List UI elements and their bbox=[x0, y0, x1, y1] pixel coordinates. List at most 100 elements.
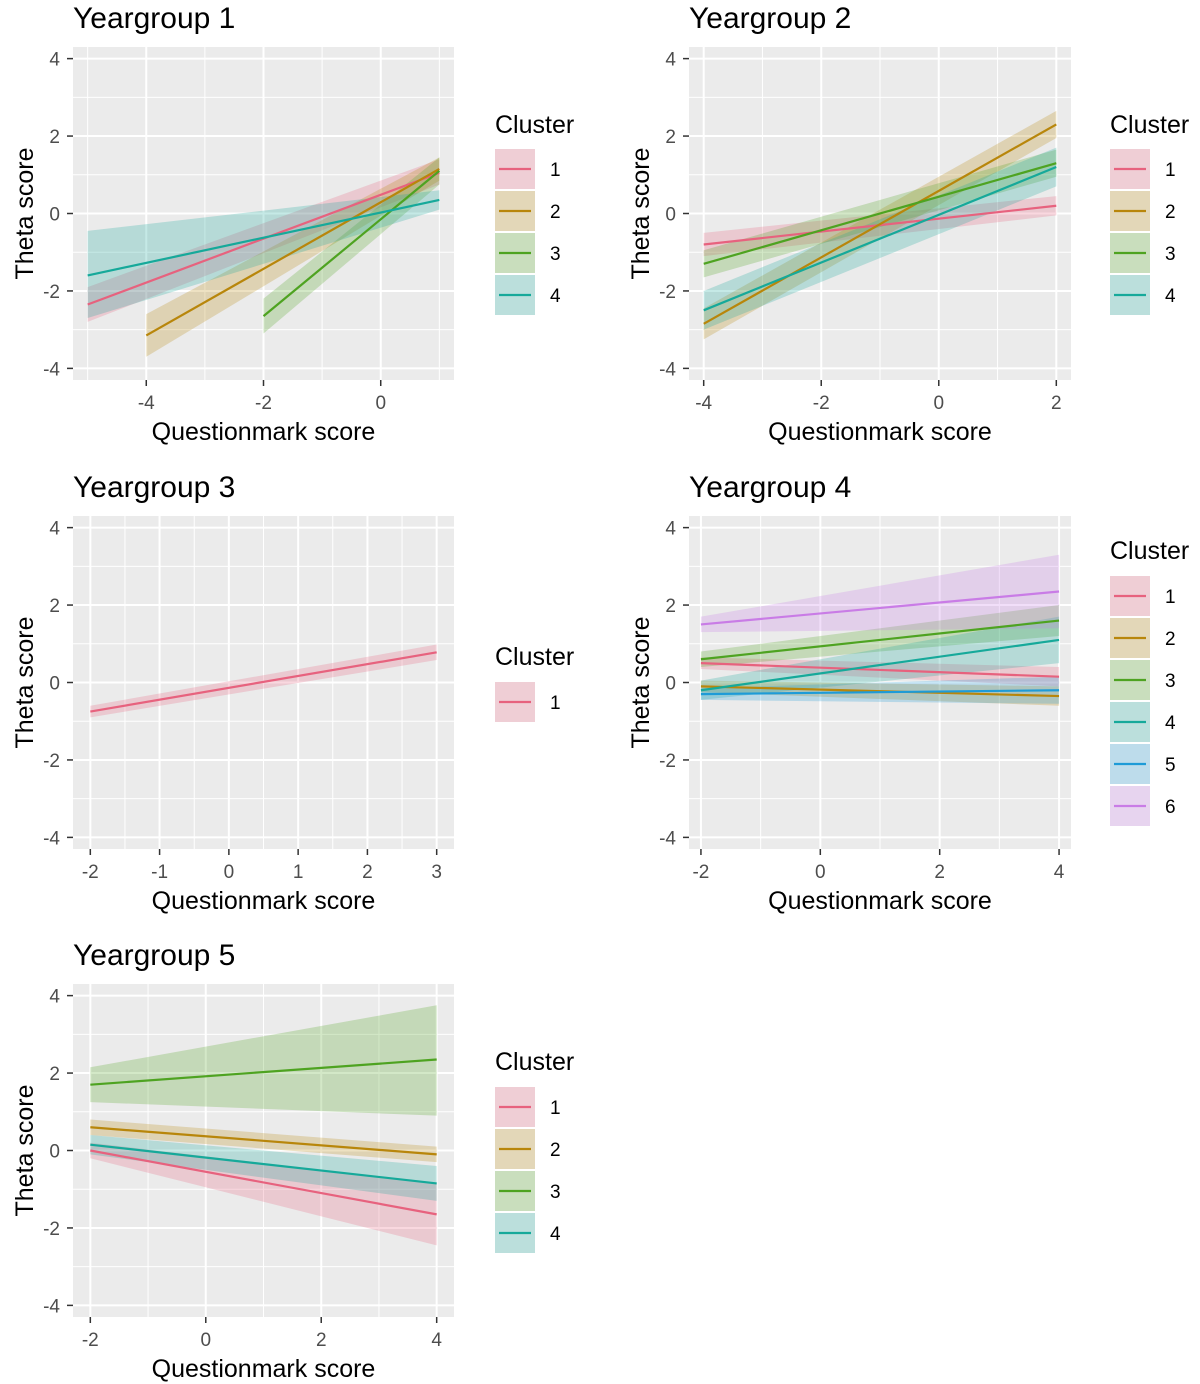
line-cluster-1 bbox=[90, 1149, 437, 1216]
legend-label-cluster-1: 1 bbox=[1165, 160, 1176, 181]
x-tick-label: 1 bbox=[293, 862, 304, 883]
legend: Cluster 1 2 3 4 bbox=[495, 1048, 574, 1253]
line-cluster-2 bbox=[90, 1126, 437, 1156]
y-axis-title: Theta score bbox=[11, 616, 39, 748]
line-cluster-2 bbox=[145, 168, 440, 337]
legend: Cluster 1 2 3 4 bbox=[1110, 111, 1189, 315]
y-tick-label: -2 bbox=[43, 1219, 60, 1240]
y-tick-label: -2 bbox=[659, 282, 676, 303]
legend-label-cluster-2: 2 bbox=[550, 202, 561, 223]
legend-label-cluster-1: 1 bbox=[550, 693, 561, 714]
panel-yeargroup-4: -4 -2 0 2 4 -2 0 2 4 Yeargroup 4 Questionmark scor… bbox=[627, 471, 1189, 915]
legend-label-cluster-4: 4 bbox=[1165, 286, 1176, 307]
y-tick-label: 0 bbox=[665, 674, 676, 695]
panel-yeargroup-5: -4 -2 0 2 4 -2 0 2 4 Yeargroup 5 Questionmark scor… bbox=[11, 939, 574, 1383]
legend-label-cluster-5: 5 bbox=[1165, 755, 1176, 776]
confidence-band-cluster-3 bbox=[263, 157, 440, 334]
x-tick-label: -2 bbox=[692, 862, 709, 883]
y-tick-label: 0 bbox=[49, 205, 60, 226]
legend-label-cluster-1: 1 bbox=[1165, 587, 1176, 608]
y-axis-title: Theta score bbox=[627, 147, 655, 279]
y-axis-title: Theta score bbox=[11, 147, 39, 279]
legend-label-cluster-2: 2 bbox=[1165, 202, 1176, 223]
legend-label-cluster-3: 3 bbox=[1165, 671, 1176, 692]
y-tick-label: -4 bbox=[43, 1296, 60, 1317]
line-cluster-4 bbox=[90, 1143, 437, 1185]
panel-title: Yeargroup 5 bbox=[73, 939, 235, 972]
y-tick-label: -4 bbox=[659, 828, 676, 849]
line-cluster-4 bbox=[700, 638, 1060, 692]
x-tick-label: 0 bbox=[815, 862, 826, 883]
confidence-band-cluster-4 bbox=[87, 190, 440, 319]
y-tick-label: -4 bbox=[659, 359, 676, 380]
panel-yeargroup-2: -4 -2 0 2 4 -4 -2 0 2 Yeargroup 2 Questionmark sco… bbox=[627, 2, 1189, 446]
x-tick-label: 0 bbox=[200, 1330, 211, 1351]
line-cluster-3 bbox=[262, 170, 441, 317]
legend-title: Cluster bbox=[495, 111, 574, 139]
legend-label-cluster-2: 2 bbox=[550, 1140, 561, 1161]
confidence-band-cluster-4 bbox=[700, 616, 1060, 700]
x-axis-title: Questionmark score bbox=[152, 418, 376, 446]
line-cluster-1 bbox=[90, 651, 437, 713]
panel-title: Yeargroup 4 bbox=[689, 471, 851, 504]
legend-label-cluster-3: 3 bbox=[1165, 244, 1176, 265]
y-axis-title: Theta score bbox=[627, 616, 655, 748]
x-tick-label: 0 bbox=[375, 393, 386, 414]
x-axis-title: Questionmark score bbox=[152, 887, 376, 915]
y-tick-label: -2 bbox=[659, 751, 676, 772]
legend: Cluster 1 2 3 4 5 6 bbox=[1110, 537, 1189, 826]
confidence-band-cluster-1 bbox=[700, 657, 1060, 687]
x-tick-label: 4 bbox=[1054, 862, 1065, 883]
y-tick-label: -4 bbox=[43, 828, 60, 849]
line-cluster-3 bbox=[703, 162, 1057, 265]
line-cluster-2 bbox=[703, 123, 1057, 325]
x-tick-label: 2 bbox=[316, 1330, 327, 1351]
legend-title: Cluster bbox=[1110, 537, 1189, 565]
x-axis-title: Questionmark score bbox=[768, 418, 992, 446]
panel-yeargroup-3: -4 -2 0 2 4 -2 -1 0 1 2 3 Yeargroup 3 Questionmark s… bbox=[11, 471, 574, 915]
y-tick-label: 0 bbox=[49, 674, 60, 695]
legend-label-cluster-2: 2 bbox=[1165, 629, 1176, 650]
y-tick-label: 4 bbox=[665, 50, 676, 71]
y-axis-title: Theta score bbox=[11, 1084, 39, 1216]
legend-label-cluster-6: 6 bbox=[1165, 797, 1176, 818]
line-cluster-3 bbox=[90, 1058, 437, 1086]
x-tick-label: 2 bbox=[934, 862, 945, 883]
y-tick-label: 0 bbox=[665, 205, 676, 226]
legend: Cluster 1 2 3 4 bbox=[495, 111, 574, 315]
confidence-band-cluster-3 bbox=[700, 605, 1060, 668]
x-tick-label: -2 bbox=[813, 393, 830, 414]
panel-title: Yeargroup 1 bbox=[73, 2, 235, 35]
x-tick-label: -2 bbox=[82, 1330, 99, 1351]
legend-label-cluster-4: 4 bbox=[1165, 713, 1176, 734]
legend-label-cluster-4: 4 bbox=[550, 286, 561, 307]
x-tick-label: -2 bbox=[82, 862, 99, 883]
y-tick-label: 0 bbox=[49, 1142, 60, 1163]
legend-label-cluster-1: 1 bbox=[550, 160, 561, 181]
y-tick-label: 4 bbox=[665, 519, 676, 540]
panel-yeargroup-1: -4 -2 0 2 4 -4 -2 0 Yeargroup 1 Questionmark scor… bbox=[11, 2, 574, 446]
x-tick-label: 3 bbox=[431, 862, 442, 883]
confidence-band-cluster-4 bbox=[90, 1135, 437, 1201]
legend-label-cluster-1: 1 bbox=[550, 1098, 561, 1119]
legend-title: Cluster bbox=[495, 1048, 574, 1076]
confidence-band-cluster-1 bbox=[87, 159, 440, 322]
panel-title: Yeargroup 3 bbox=[73, 471, 235, 504]
line-cluster-5 bbox=[700, 689, 1060, 696]
x-tick-label: -4 bbox=[695, 393, 712, 414]
x-tick-label: -1 bbox=[151, 862, 168, 883]
y-tick-label: 4 bbox=[49, 50, 60, 71]
y-tick-label: -2 bbox=[43, 282, 60, 303]
y-tick-label: 2 bbox=[49, 1064, 60, 1085]
x-tick-label: 2 bbox=[362, 862, 373, 883]
y-tick-label: 2 bbox=[665, 596, 676, 617]
legend-title: Cluster bbox=[1110, 111, 1189, 139]
legend-label-cluster-3: 3 bbox=[550, 244, 561, 265]
x-axis-title: Questionmark score bbox=[768, 887, 992, 915]
confidence-band-cluster-3 bbox=[90, 1005, 437, 1116]
x-tick-label: 4 bbox=[431, 1330, 442, 1351]
line-cluster-4 bbox=[87, 198, 440, 277]
y-tick-label: -4 bbox=[43, 359, 60, 380]
